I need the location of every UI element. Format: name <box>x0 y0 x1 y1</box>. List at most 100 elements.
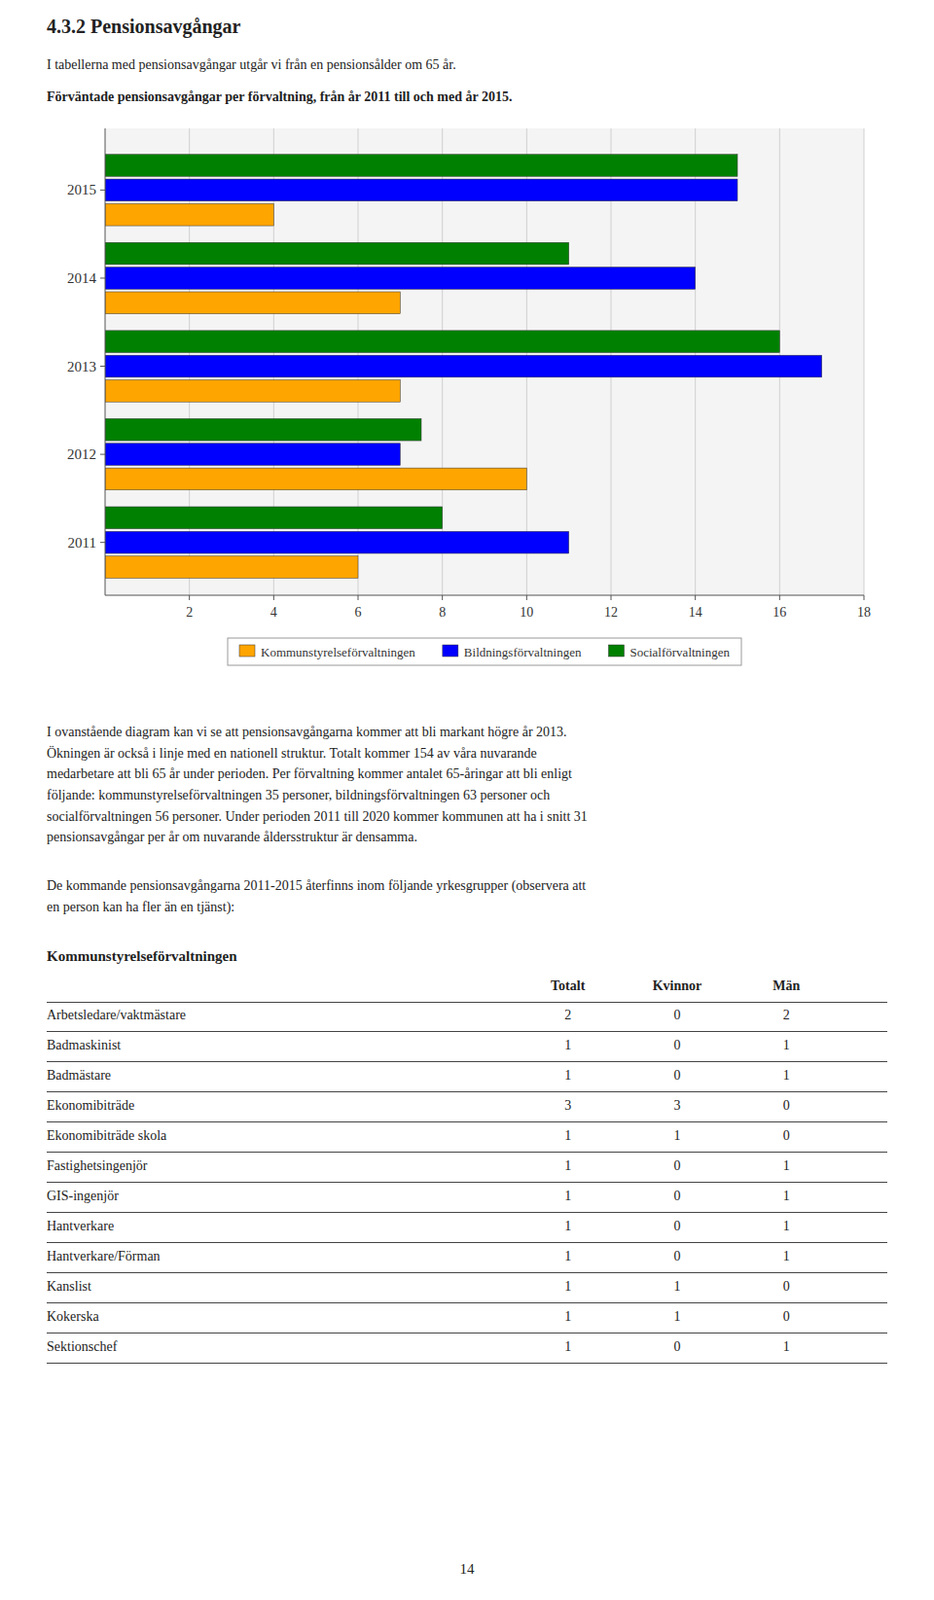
x-tick-label: 10 <box>519 605 534 620</box>
x-tick <box>273 595 275 601</box>
chart-title: Förväntade pensionsavgångar per förvaltn… <box>46 89 888 106</box>
table-value: 0 <box>628 1219 726 1235</box>
table-row-label: Arbetsledare/vaktmästare <box>46 1007 186 1024</box>
table-row-rule <box>46 1242 888 1244</box>
table-row-rule <box>46 1332 888 1334</box>
legend-label: Bildningsförvaltningen <box>464 645 582 660</box>
x-tick <box>779 595 781 601</box>
table-value: 0 <box>628 1249 726 1265</box>
table-header: Män <box>737 978 835 995</box>
table-row-label: Hantverkare/Förman <box>46 1249 161 1265</box>
table-header: Kvinnor <box>628 978 726 995</box>
bar <box>105 179 738 202</box>
x-tick-label: 14 <box>688 605 703 620</box>
table-row-rule <box>46 1091 888 1093</box>
x-tick-label: 18 <box>857 605 871 620</box>
bar <box>105 154 738 178</box>
y-tick-label: 2015 <box>67 181 97 198</box>
bar <box>105 380 400 403</box>
y-tick-label: 2013 <box>67 359 97 375</box>
bar <box>105 443 400 467</box>
table-header: Totalt <box>519 978 617 995</box>
bar <box>105 203 274 226</box>
table-value: 1 <box>519 1158 617 1175</box>
table-value: 0 <box>737 1309 835 1326</box>
y-tick-label: 2011 <box>68 535 97 551</box>
table-value: 3 <box>519 1098 617 1114</box>
y-tick <box>100 454 106 456</box>
table-value: 0 <box>628 1339 726 1356</box>
table-row-rule <box>46 1182 888 1184</box>
table-row-label: Kokerska <box>46 1309 100 1326</box>
bar <box>105 242 570 265</box>
y-tick <box>100 541 106 543</box>
table-value: 1 <box>737 1249 835 1265</box>
x-axis-line <box>105 595 864 597</box>
table-value: 0 <box>737 1279 835 1295</box>
x-tick-label: 4 <box>270 605 278 620</box>
bars <box>105 154 823 579</box>
table-value: 0 <box>737 1128 835 1145</box>
x-tick-label: 6 <box>355 605 362 620</box>
y-tick <box>100 189 106 191</box>
table-value: 1 <box>737 1158 835 1175</box>
x-tick <box>526 595 528 601</box>
table-row-rule <box>46 1031 888 1033</box>
legend-swatch <box>608 645 624 657</box>
table-value: 1 <box>519 1068 617 1084</box>
table-row-rule <box>46 1121 888 1123</box>
bar <box>105 267 696 290</box>
table-row-label: Kanslist <box>46 1279 92 1295</box>
table-value: 1 <box>519 1279 617 1295</box>
table-value: 1 <box>519 1188 617 1205</box>
bar-chart: 2468101214161820112012201320142015Kommun… <box>46 118 888 703</box>
x-tick <box>610 595 612 601</box>
table-value: 1 <box>737 1188 835 1205</box>
table-value: 1 <box>737 1038 835 1054</box>
table-value: 2 <box>737 1007 835 1024</box>
table-value: 0 <box>628 1068 726 1084</box>
table-value: 1 <box>737 1219 835 1235</box>
table-row-rule <box>46 1212 888 1214</box>
table-value: 3 <box>628 1098 726 1114</box>
table-value: 1 <box>519 1249 617 1265</box>
table-value: 0 <box>737 1098 835 1114</box>
table-row-label: Ekonomibiträde <box>46 1098 135 1114</box>
x-tick-label: 12 <box>604 605 618 620</box>
table-value: 0 <box>628 1188 726 1205</box>
page-number: 14 <box>0 1561 934 1579</box>
table-row-rule <box>46 1272 888 1274</box>
heading: 4.3.2 Pensionsavgångar <box>46 15 241 38</box>
table-value: 0 <box>628 1007 726 1024</box>
bar <box>105 330 780 354</box>
legend-swatch <box>239 645 255 657</box>
x-tick <box>694 595 696 601</box>
table-value: 1 <box>519 1219 617 1235</box>
table-row-rule <box>46 1363 888 1365</box>
grid-line <box>863 128 865 596</box>
bar <box>105 418 422 441</box>
y-axis-line <box>105 128 107 596</box>
table-value: 1 <box>737 1339 835 1356</box>
table-value: 1 <box>628 1279 726 1295</box>
table-row-label: Ekonomibiträde skola <box>46 1128 167 1145</box>
y-tick-label: 2012 <box>67 446 97 463</box>
table-title: Kommunstyrelseförvaltningen <box>46 948 238 966</box>
y-tick <box>100 365 106 367</box>
legend-frame <box>227 638 742 666</box>
x-tick <box>188 595 190 601</box>
y-tick-label: 2014 <box>67 270 98 287</box>
table-value: 1 <box>519 1309 617 1326</box>
x-tick <box>358 595 360 601</box>
legend-label: Kommunstyrelseförvaltningen <box>260 645 416 660</box>
bar <box>105 556 359 579</box>
table-value: 1 <box>519 1339 617 1356</box>
y-tick <box>100 277 106 279</box>
x-tick-label: 2 <box>185 605 193 620</box>
legend: Kommunstyrelseförvaltningen Bildningsförv… <box>227 638 742 666</box>
bar <box>105 467 527 491</box>
intro-text: I tabellerna med pensionsavgångar utgår … <box>46 54 888 76</box>
body-text: I ovanstående diagram kan vi se att pens… <box>46 721 888 849</box>
table-row-label: Badmästare <box>46 1068 111 1084</box>
table-row-label: Badmaskinist <box>46 1038 121 1054</box>
